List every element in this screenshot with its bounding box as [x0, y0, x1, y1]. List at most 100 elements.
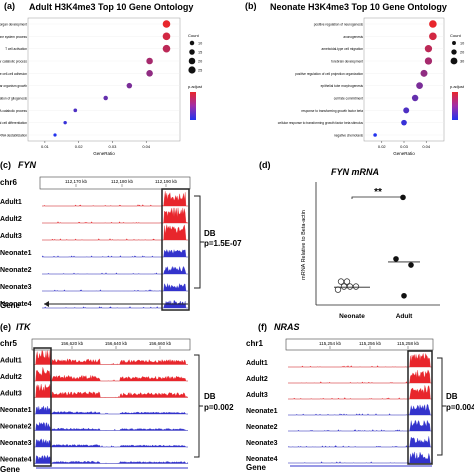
coord-label: 112,180 kb — [111, 179, 133, 184]
panel-e-gene-name: ITK — [16, 322, 32, 332]
track-label: Neonate1 — [0, 250, 32, 257]
go-dot — [146, 57, 153, 65]
panel-d-group-adult: Adult — [396, 313, 413, 320]
track-label: Adult2 — [0, 216, 22, 223]
panel-a-letter: (a) — [4, 1, 15, 11]
coord-label: 115,254 kb — [319, 341, 341, 346]
term-label: cellular response to transforming growth… — [278, 121, 364, 125]
go-dot — [403, 107, 410, 114]
go-dot — [103, 95, 108, 101]
coverage-signal — [288, 353, 432, 368]
panel-c-tracks: Adult1 Adult2 Adult3 Neonate1 Neonate2 Neonat… — [0, 191, 188, 309]
panel-a-term-labels: embryonic organ development negative regu… — [0, 23, 180, 138]
track-label: Neonate4 — [0, 457, 32, 464]
panel-c: (c) FYN chr6 112,170 kb 112,180 kb 112,190… — [0, 160, 242, 311]
panel-c-gene-arrow-icon — [44, 301, 49, 307]
track-label: Adult3 — [0, 391, 22, 398]
track-label: Adult1 — [0, 358, 22, 365]
term-label: negative regulation of immune system pro… — [0, 35, 27, 39]
go-dot — [162, 20, 171, 28]
go-dot — [126, 82, 133, 89]
panel-c-ruler-box — [39, 176, 191, 190]
panel-e-db-bracket — [194, 354, 203, 458]
term-label: positive regulation of cell projection o… — [295, 72, 363, 76]
go-dot — [73, 108, 78, 113]
panel-e-letter: (e) — [0, 322, 11, 332]
panel-e-highlight-box — [33, 347, 52, 467]
coverage-signal — [42, 191, 188, 207]
term-label: negative chemotaxis — [334, 134, 363, 138]
panel-d-ylabel: mRNA Relative to Beta-actin — [301, 210, 307, 280]
track-label: Neonate4 — [0, 301, 32, 308]
term-label: positive regulation of cellular cataboli… — [0, 60, 27, 64]
coverage-signal — [34, 421, 188, 431]
panel-d-letter: (d) — [259, 160, 271, 170]
track-label: Neonate2 — [0, 267, 32, 274]
track-label: Neonate3 — [0, 284, 32, 291]
panel-d-points — [334, 194, 420, 299]
panel-c-chrom: chr6 — [0, 178, 17, 187]
term-label: epithelial tube morphogenesis — [321, 84, 364, 88]
count-legend-label: 20 — [198, 60, 202, 64]
panel-a-padj-colorbar — [190, 92, 196, 120]
term-label: ameboidal-type cell migration — [322, 47, 364, 51]
x-tick-label: 0.03 — [400, 144, 409, 149]
go-dot — [146, 70, 153, 77]
panel-e-ruler-box — [31, 338, 191, 351]
track-label: Neonate4 — [246, 456, 278, 463]
panel-b-legend-count-title: Count — [450, 33, 462, 38]
neonate-point — [352, 283, 360, 290]
coverage-signal — [288, 385, 432, 400]
coverage-signal — [288, 404, 432, 416]
panel-d: (d) FYN mRNA mRNA Relative to Beta-actin… — [259, 160, 440, 320]
panel-f-db-label: DB — [446, 392, 458, 401]
panel-f-gene-label: Gene — [246, 463, 267, 472]
coverage-signal — [42, 224, 188, 241]
count-legend-label: 25 — [198, 69, 202, 73]
count-legend-dot — [451, 49, 457, 55]
term-label: multicellular organism growth — [0, 84, 27, 88]
term-label: positive regulation of neurogenesis — [314, 23, 364, 27]
term-label: positive regulation of mRNA catabolic pr… — [0, 109, 27, 113]
panel-e-tracks: Adult1 Adult2 Adult3 Neonate1 Neonate2 Neonat… — [0, 349, 189, 464]
go-dot — [429, 32, 437, 41]
panel-b-title: Neonate H3K4me3 Top 10 Gene Ontology — [270, 2, 447, 12]
go-dot — [162, 32, 171, 41]
panel-f-db-bracket — [437, 357, 446, 456]
track-label: Neonate2 — [246, 424, 278, 431]
adult-point — [393, 256, 399, 262]
panel-b-letter: (b) — [245, 1, 257, 11]
track-label: Adult2 — [246, 376, 268, 383]
coverage-signal — [34, 405, 188, 415]
go-dot — [416, 82, 423, 90]
panel-f-tracks: Adult1 Adult2 Adult3 Neonate1 Neonate2 Neonat… — [246, 353, 432, 464]
coverage-signal — [34, 454, 189, 464]
panel-b-dots — [373, 20, 437, 137]
panel-f-highlight-box — [407, 350, 433, 465]
go-dot — [429, 20, 437, 28]
term-label: response to transforming growth factor b… — [301, 109, 363, 113]
coord-label: 115,256 kb — [359, 341, 381, 346]
coverage-signal — [42, 207, 188, 224]
panel-b-count-legend: 10 20 30 — [450, 41, 464, 65]
panel-a: (a) Adult H3K4me3 Top 10 Gene Ontology e… — [0, 1, 203, 156]
track-label: Neonate1 — [0, 407, 32, 414]
panel-f-pvalue: p=0.004 — [446, 403, 474, 412]
count-legend-dot — [188, 57, 196, 65]
track-label: Adult1 — [0, 199, 22, 206]
panel-f-gene-name: NRAS — [274, 322, 300, 332]
panel-d-title: FYN mRNA — [331, 167, 379, 177]
coord-label: 112,190 kb — [155, 179, 177, 184]
coverage-signal — [288, 451, 432, 464]
panel-e: (e) ITK chr5 156,620 kb 156,640 kb 156,660… — [0, 322, 234, 474]
panel-c-gene-name: FYN — [18, 160, 37, 170]
term-label: leukocyte cell-cell adhesion — [0, 72, 27, 76]
panel-b-x-ticks: 0.02 0.03 0.04 — [378, 141, 431, 149]
term-label: cell fate commitment — [334, 97, 363, 101]
adult-point — [400, 194, 406, 201]
panel-c-coords: 112,170 kb 112,180 kb 112,190 kb — [65, 179, 177, 187]
track-label: Neonate3 — [0, 440, 32, 447]
track-label: Neonate1 — [246, 408, 278, 415]
term-label: axonogenesis — [343, 35, 363, 39]
coverage-signal — [42, 265, 188, 275]
